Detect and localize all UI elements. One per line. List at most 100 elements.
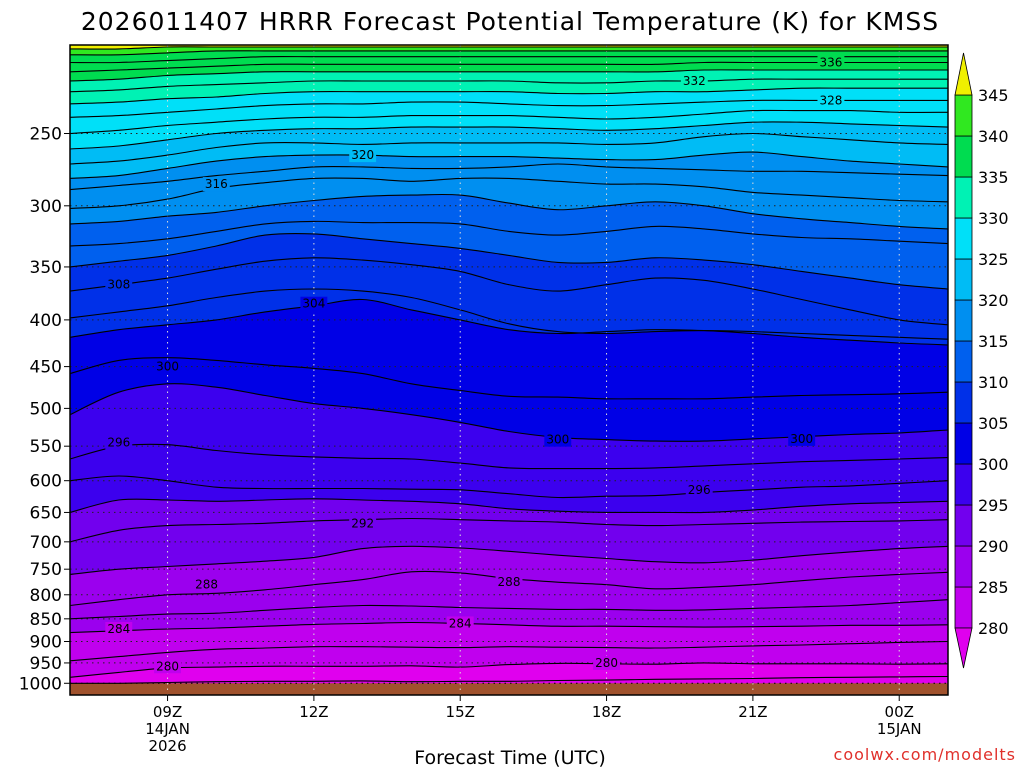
x-tick-label: 15JAN bbox=[877, 720, 922, 738]
colorbar-box-335 bbox=[954, 135, 973, 178]
contour-280 bbox=[69, 662, 949, 678]
colorbar-box-315 bbox=[954, 299, 973, 342]
colorbar-box-305 bbox=[954, 381, 973, 424]
contour-298 bbox=[69, 443, 949, 470]
band-328 bbox=[70, 88, 948, 118]
band-280 bbox=[70, 641, 948, 678]
colorbar-tick-320: 320 bbox=[978, 291, 1009, 310]
contour-308 bbox=[69, 257, 949, 326]
contour-label-304: 304 bbox=[302, 297, 325, 311]
contour-292 bbox=[69, 517, 949, 543]
colorbar-box-300 bbox=[954, 422, 973, 465]
x-tick-label: 09Z bbox=[153, 703, 182, 721]
contour-342 bbox=[69, 46, 948, 50]
contour-278 bbox=[69, 675, 949, 684]
contour-label-288: 288 bbox=[195, 578, 218, 592]
contour-label-bg bbox=[300, 296, 328, 311]
contour-302 bbox=[69, 357, 949, 400]
contour-label-bg bbox=[105, 435, 133, 450]
band-306 bbox=[70, 257, 948, 340]
contour-304 bbox=[69, 298, 949, 346]
contour-label-bg bbox=[349, 148, 377, 163]
colorbar-tick-310: 310 bbox=[978, 373, 1009, 392]
band-298 bbox=[70, 383, 948, 469]
plot-frame bbox=[69, 44, 949, 696]
contour-label-bg bbox=[685, 482, 713, 497]
contour-296 bbox=[69, 475, 949, 499]
y-tick-label-250: 250 bbox=[30, 124, 62, 144]
colorbar-tick-280: 280 bbox=[978, 619, 1009, 638]
contour-label-bg bbox=[446, 616, 474, 631]
contour-320 bbox=[69, 151, 949, 179]
colorbar-tick-340: 340 bbox=[978, 127, 1009, 146]
band-284 bbox=[70, 599, 948, 633]
contour-label-300: 300 bbox=[156, 360, 179, 374]
contour-338 bbox=[69, 56, 948, 64]
contour-340 bbox=[69, 50, 948, 56]
band-322 bbox=[70, 121, 948, 164]
contour-label-316: 316 bbox=[205, 177, 228, 191]
y-tick-label-650: 650 bbox=[30, 503, 62, 523]
colorbar: 280 285 290 295 300 305 310 315 320 325 330 335 340 3… bbox=[954, 52, 1009, 669]
y-tick-label-1000: 1000 bbox=[19, 674, 62, 694]
contour-282 bbox=[69, 640, 949, 662]
band-308 bbox=[70, 233, 948, 325]
contour-label-332: 332 bbox=[683, 74, 706, 88]
colorbar-tick-335: 335 bbox=[978, 168, 1009, 187]
plot-area: 280 280 284 284 288 288 292 296 296 300 300 300 304 3… bbox=[69, 44, 949, 696]
colorbar-high-arrow bbox=[954, 52, 973, 96]
contour-318 bbox=[69, 163, 949, 191]
band-302 bbox=[70, 299, 948, 399]
contour-294 bbox=[69, 498, 949, 514]
y-tick-label-800: 800 bbox=[30, 586, 62, 606]
contour-310 bbox=[69, 232, 949, 290]
colorbar-tick-295: 295 bbox=[978, 496, 1009, 515]
contour-label-bg bbox=[154, 659, 182, 674]
y-tick-label-400: 400 bbox=[30, 311, 62, 331]
contour-label-308: 308 bbox=[107, 278, 130, 292]
isentrope-contours bbox=[69, 46, 949, 684]
credit-text: coolwx.com/modelts bbox=[834, 745, 1016, 764]
y-tick-label-900: 900 bbox=[30, 632, 62, 652]
contour-334 bbox=[69, 69, 948, 82]
contour-label-bg bbox=[202, 177, 230, 192]
contour-306 bbox=[69, 288, 949, 340]
x-axis-label: Forecast Time (UTC) bbox=[414, 747, 605, 768]
colorbar-box-330 bbox=[954, 176, 973, 219]
y-tick-label-950: 950 bbox=[30, 654, 62, 674]
band-324 bbox=[70, 110, 948, 149]
colorbar-tick-315: 315 bbox=[978, 332, 1009, 351]
contour-290 bbox=[69, 545, 949, 575]
contour-326 bbox=[69, 109, 949, 135]
contour-label-328: 328 bbox=[819, 93, 842, 107]
contour-label-284: 284 bbox=[449, 616, 472, 630]
y-tick-label-500: 500 bbox=[30, 399, 62, 419]
band-294 bbox=[70, 476, 948, 513]
colorbar-tick-305: 305 bbox=[978, 414, 1009, 433]
band-318 bbox=[70, 152, 948, 190]
contour-label-320: 320 bbox=[351, 148, 374, 162]
contour-label-bg bbox=[193, 577, 221, 592]
contour-label-bg bbox=[817, 93, 845, 108]
contour-label-288: 288 bbox=[498, 575, 521, 589]
contour-labels: 280 280 284 284 288 288 292 296 296 300 300 300 304 3… bbox=[105, 55, 845, 674]
band-312 bbox=[70, 194, 948, 246]
ground-layer bbox=[70, 683, 948, 695]
chart-title: 2026011407 HRRR Forecast Potential Tempe… bbox=[81, 7, 939, 36]
colorbar-tick-345: 345 bbox=[978, 86, 1009, 105]
band-286 bbox=[70, 571, 948, 619]
contour-label-280: 280 bbox=[595, 656, 618, 670]
contour-label-296: 296 bbox=[107, 436, 130, 450]
contour-label-296: 296 bbox=[688, 483, 711, 497]
contour-label-284: 284 bbox=[107, 622, 130, 636]
contour-label-bg bbox=[105, 277, 133, 292]
band-300 bbox=[70, 357, 948, 442]
contour-label-280: 280 bbox=[156, 659, 179, 673]
colorbar-box-290 bbox=[954, 504, 973, 547]
band-326 bbox=[70, 100, 948, 134]
colorbar-box-280 bbox=[954, 586, 973, 629]
x-tick-label: 15Z bbox=[446, 703, 475, 721]
x-tick-label: 21Z bbox=[738, 703, 767, 721]
colorbar-tick-325: 325 bbox=[978, 250, 1009, 269]
